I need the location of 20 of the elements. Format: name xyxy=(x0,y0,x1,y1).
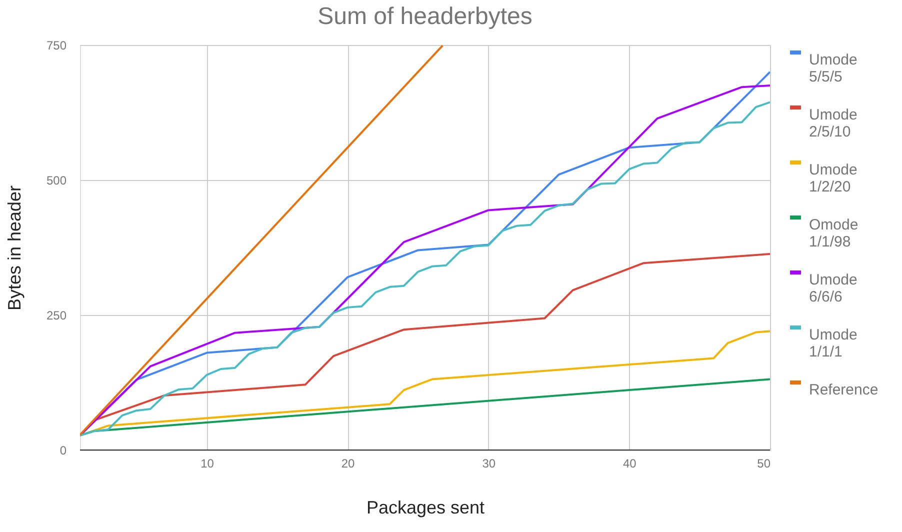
legend-label: Umode 1/2/20 xyxy=(809,162,858,196)
y-tick-label: 250 xyxy=(46,308,67,322)
y-tick-label: 750 xyxy=(46,38,67,52)
y-tick-label: 0 xyxy=(60,444,67,458)
x-tick-label: 10 xyxy=(200,456,214,470)
x-tick-label: 50 xyxy=(757,456,771,470)
x-tick-label: 20 xyxy=(341,456,356,470)
legend-label: Umode 1/1/1 xyxy=(809,326,858,360)
chart-title: Sum of headerbytes xyxy=(318,3,532,30)
legend-label: Umode 6/6/6 xyxy=(809,272,858,306)
legend-label: Omode 1/1/98 xyxy=(809,216,858,250)
x-axis-title: Packages sent xyxy=(366,498,485,518)
y-axis-title: Bytes in header xyxy=(4,185,24,311)
y-tick-label: 500 xyxy=(46,174,67,188)
legend-label: Reference xyxy=(809,382,878,398)
line-series xyxy=(80,45,444,436)
legend-label: Umode 5/5/5 xyxy=(809,52,858,86)
legend-label: Umode 2/5/10 xyxy=(809,106,858,140)
x-tick-label: 40 xyxy=(623,456,637,470)
x-tick-label: 30 xyxy=(482,456,496,470)
